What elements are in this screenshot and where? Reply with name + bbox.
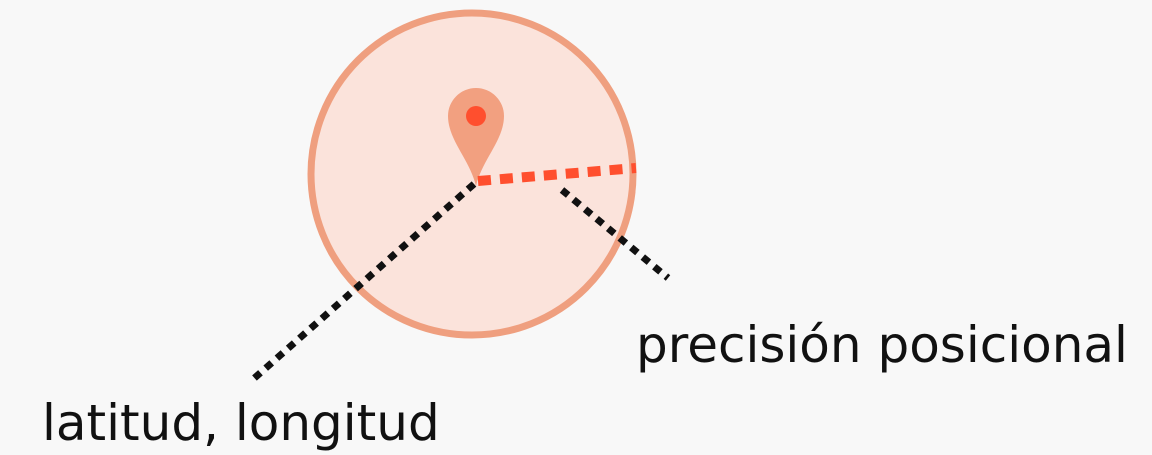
- pin-dot: [466, 106, 486, 126]
- location-pin: [448, 88, 504, 186]
- accuracy-label: precisión posicional: [636, 316, 1128, 374]
- position-label: latitud, longitud: [42, 394, 440, 452]
- radius-line: [477, 163, 637, 186]
- position-pointer: [247, 181, 477, 385]
- accuracy-pointer: [559, 187, 671, 281]
